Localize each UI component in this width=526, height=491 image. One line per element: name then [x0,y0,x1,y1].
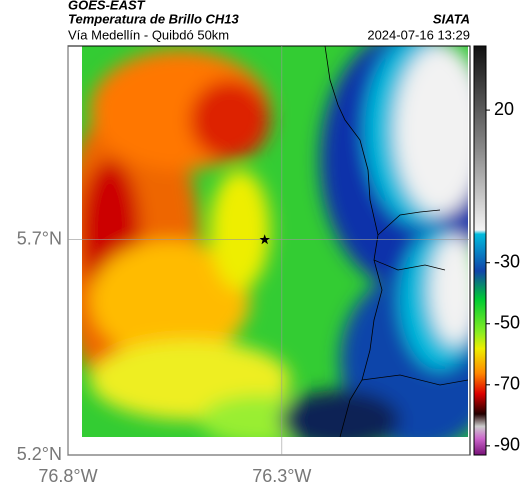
subtitle: Temperatura de Brillo CH13 [68,11,240,26]
x-tick-label: 76.3°W [252,466,311,486]
route: Vía Medellín - Quibdó 50km [68,27,229,42]
location-marker [259,234,270,245]
colorbar-tick-label: -90 [494,435,520,455]
colorbar-tick-label: 20 [494,99,514,119]
brightness-raster [82,46,468,437]
source: SIATA [433,11,470,26]
x-tick-label: 76.8°W [38,466,97,486]
title: GOES-EAST [68,0,146,12]
colorbar-tick-label: -50 [494,313,520,333]
border [361,209,469,386]
timestamp: 2024-07-16 13:29 [367,27,470,42]
y-tick-label: 5.2°N [17,444,62,464]
colorbar-tick-label: -30 [494,251,520,271]
colorbar [473,45,487,456]
y-tick-label: 5.7°N [17,228,62,248]
colorbar-tick-label: -70 [494,374,520,394]
